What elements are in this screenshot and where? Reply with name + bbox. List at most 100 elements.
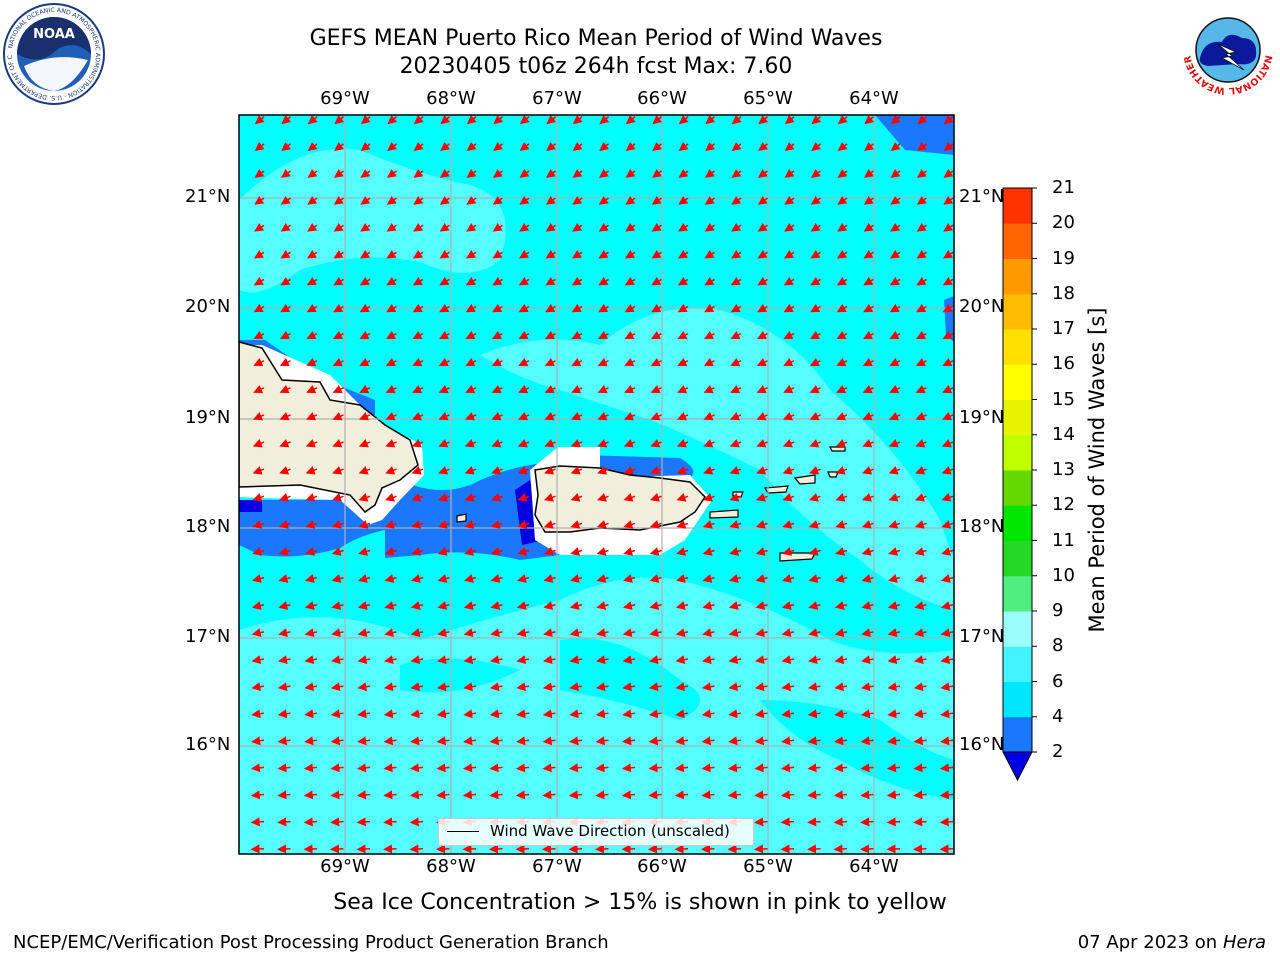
- wind-wave-arrow: [704, 249, 715, 259]
- wind-wave-arrow: [650, 466, 662, 475]
- wind-wave-arrow: [597, 493, 609, 502]
- wind-wave-arrow: [383, 817, 397, 827]
- wind-wave-arrow: [916, 222, 927, 232]
- wind-wave-arrow: [675, 736, 689, 746]
- wind-wave-arrow: [384, 655, 397, 665]
- wind-wave-arrow: [887, 655, 901, 665]
- wind-wave-arrow: [281, 115, 292, 125]
- wind-wave-arrow: [384, 520, 397, 529]
- wind-wave-arrow: [702, 628, 715, 637]
- wind-wave-arrow: [281, 141, 292, 152]
- lon-label-top: 69°W: [320, 88, 370, 109]
- wind-wave-arrow: [356, 763, 371, 773]
- wind-wave-arrow: [411, 466, 424, 475]
- wind-wave-arrow: [783, 330, 795, 340]
- wind-wave-arrow: [621, 790, 636, 800]
- wind-wave-arrow: [834, 628, 848, 637]
- wind-wave-arrow: [462, 763, 477, 773]
- wind-wave-arrow: [440, 115, 451, 125]
- wind-wave-arrow: [730, 357, 742, 367]
- wind-wave-arrow: [704, 276, 715, 286]
- wind-wave-arrow: [808, 520, 821, 529]
- colorbar-tick-label: 4: [1052, 705, 1064, 727]
- wind-wave-arrow: [728, 655, 742, 665]
- wind-wave-arrow: [755, 655, 768, 665]
- wind-wave-arrow: [861, 655, 874, 665]
- wind-wave-arrow: [359, 249, 371, 259]
- wind-wave-arrow: [729, 547, 742, 556]
- wind-wave-arrow: [649, 601, 662, 610]
- wind-wave-arrow: [624, 330, 636, 340]
- wind-wave-arrow: [728, 601, 742, 610]
- wind-wave-arrow: [438, 411, 450, 421]
- wind-wave-arrow: [833, 763, 848, 773]
- wind-wave-arrow: [437, 601, 450, 610]
- wind-wave-arrow: [383, 763, 397, 773]
- wind-wave-arrow: [304, 601, 318, 610]
- wind-wave-arrow: [675, 682, 689, 692]
- wind-wave-arrow: [356, 817, 371, 827]
- colorbar-tick-label: 12: [1052, 494, 1075, 516]
- wind-wave-arrow: [704, 195, 715, 205]
- wind-wave-arrow: [542, 844, 556, 854]
- colorbar-tick-label: 21: [1052, 177, 1075, 198]
- wind-wave-arrow: [517, 411, 530, 421]
- wind-wave-arrow: [808, 574, 821, 583]
- wind-wave-arrow: [410, 736, 424, 746]
- wind-wave-arrow: [757, 222, 768, 232]
- wind-wave-arrow: [807, 817, 821, 827]
- wind-wave-arrow: [491, 493, 503, 502]
- wind-wave-arrow: [703, 357, 715, 367]
- wind-wave-arrow: [784, 141, 795, 152]
- wind-wave-arrow: [568, 844, 583, 854]
- wind-wave-arrow: [412, 276, 424, 286]
- wind-wave-arrow: [783, 276, 795, 286]
- lon-label-top: 65°W: [743, 88, 793, 109]
- wind-wave-arrow: [886, 817, 901, 827]
- wind-wave-arrow: [542, 763, 556, 773]
- wind-wave-arrow: [703, 411, 715, 421]
- wind-wave-arrow: [466, 195, 477, 205]
- wind-wave-arrow: [677, 357, 689, 367]
- wind-wave-arrow: [677, 249, 689, 259]
- wind-wave-arrow: [571, 276, 583, 286]
- wind-wave-arrow: [333, 303, 344, 313]
- wind-wave-arrow: [728, 682, 742, 692]
- wind-wave-arrow: [781, 601, 795, 610]
- wind-wave-arrow: [678, 115, 689, 125]
- wind-wave-arrow: [703, 330, 715, 340]
- wind-wave-arrow: [439, 168, 450, 178]
- wind-wave-arrow: [360, 222, 371, 232]
- wind-wave-arrow: [254, 195, 265, 205]
- wind-wave-arrow: [913, 709, 927, 719]
- wind-wave-arrow: [889, 330, 901, 340]
- wind-wave-arrow: [515, 844, 530, 854]
- wind-wave-arrow: [280, 249, 291, 259]
- wind-wave-arrow: [810, 195, 821, 205]
- wind-wave-arrow: [940, 655, 954, 665]
- wind-wave-arrow: [914, 547, 927, 556]
- wind-wave-arrow: [943, 141, 954, 152]
- wind-wave-arrow: [597, 357, 609, 367]
- wind-wave-arrow: [492, 195, 503, 205]
- wind-wave-arrow: [780, 763, 795, 773]
- wind-wave-arrow: [490, 574, 503, 583]
- wind-wave-arrow: [781, 628, 795, 637]
- wind-wave-arrow: [357, 655, 371, 665]
- wind-wave-arrow: [809, 466, 821, 475]
- wind-wave-arrow: [942, 249, 954, 259]
- wind-wave-arrow: [439, 303, 450, 313]
- wind-wave-arrow: [572, 168, 583, 178]
- wind-wave-arrow: [598, 249, 609, 259]
- wind-wave-arrow: [703, 438, 715, 448]
- wind-wave-arrow: [491, 384, 503, 394]
- wind-wave-arrow: [810, 303, 821, 313]
- wind-wave-arrow: [860, 763, 874, 773]
- wind-wave-arrow: [782, 438, 795, 448]
- wind-wave-arrow: [939, 844, 954, 854]
- wind-wave-arrow: [889, 384, 901, 394]
- wind-wave-arrow: [251, 682, 265, 692]
- wind-wave-arrow: [625, 195, 636, 205]
- wind-wave-arrow: [650, 330, 662, 340]
- wind-wave-arrow: [333, 222, 344, 232]
